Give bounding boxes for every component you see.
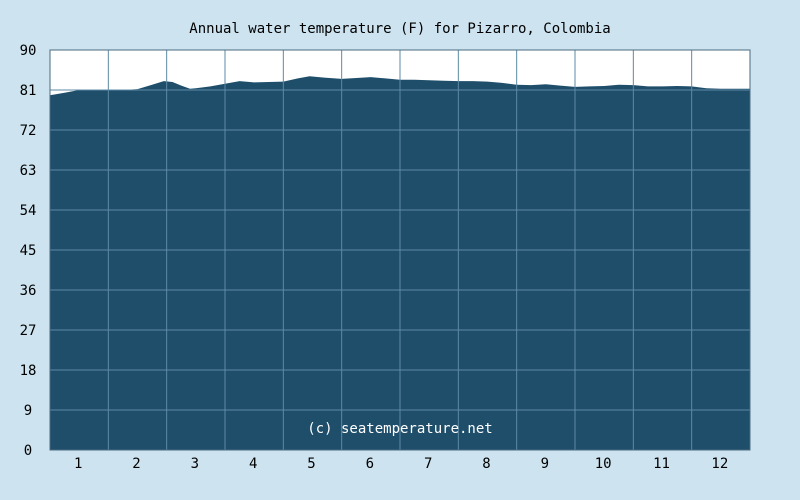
y-tick-label: 0: [24, 443, 32, 459]
plot-area: [49, 49, 751, 451]
y-tick-label: 54: [20, 203, 37, 219]
watermark: (c) seatemperature.net: [307, 421, 492, 437]
x-tick-label: 10: [595, 456, 612, 472]
y-tick-label: 27: [20, 323, 37, 339]
y-tick-label: 72: [20, 123, 37, 139]
y-tick-label: 18: [20, 363, 37, 379]
x-tick-label: 3: [191, 456, 199, 472]
x-tick-label: 6: [366, 456, 374, 472]
y-tick-label: 90: [20, 43, 37, 59]
x-tick-label: 2: [132, 456, 140, 472]
y-tick-label: 9: [24, 403, 32, 419]
plot-border: [49, 49, 751, 451]
x-tick-label: 9: [541, 456, 549, 472]
x-tick-label: 4: [249, 456, 257, 472]
x-axis-ticks: 1 2 3 4 5 6 7 8 9 10 11 12: [74, 456, 728, 472]
y-tick-label: 36: [20, 283, 37, 299]
x-tick-label: 1: [74, 456, 82, 472]
x-tick-label: 11: [653, 456, 670, 472]
gridlines: [50, 50, 750, 450]
x-tick-label: 7: [424, 456, 432, 472]
chart-title: Annual water temperature (F) for Pizarro…: [189, 21, 610, 37]
y-axis-ticks: 0 9 18 27 36 45 54 63 72 81 90: [20, 43, 37, 459]
y-tick-label: 81: [20, 83, 37, 99]
x-tick-label: 12: [711, 456, 728, 472]
y-tick-label: 63: [20, 163, 37, 179]
x-tick-label: 5: [307, 456, 315, 472]
y-tick-label: 45: [20, 243, 37, 259]
x-tick-label: 8: [482, 456, 490, 472]
